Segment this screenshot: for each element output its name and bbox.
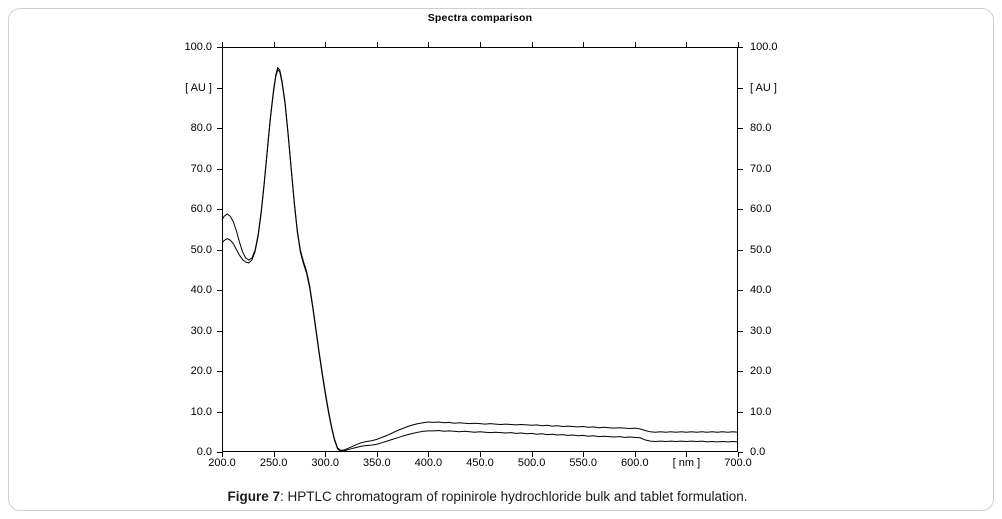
y-tick-label-left: 80.0 [190, 122, 212, 134]
x-tick [738, 42, 739, 47]
x-tick [222, 452, 223, 457]
curve-spectrum-bulk-upper [221, 66, 739, 451]
curve-spectrum-tablet-lower [221, 68, 739, 452]
y-tick [738, 371, 743, 372]
y-tick-label-right: 0.0 [750, 446, 766, 458]
y-tick [217, 371, 222, 372]
chart-title: Spectra comparison [427, 12, 533, 24]
x-tick-label: 300.0 [311, 457, 339, 469]
x-tick [583, 452, 585, 457]
x-tick [273, 42, 275, 47]
x-tick [376, 452, 378, 457]
y-tick-label-left: 10.0 [190, 405, 212, 418]
plot-area [222, 47, 738, 452]
y-tick-label-right: 60.0 [750, 203, 772, 215]
figure-caption: Figure 7: HPTLC chromatogram of ropiniro… [0, 489, 975, 504]
x-tick-label: [ nm ] [672, 457, 701, 469]
x-tick-label: 600.0 [621, 457, 649, 469]
x-tick [480, 452, 481, 457]
y-tick-label-left: [ AU ] [185, 81, 212, 94]
figure-caption-label: Figure 7 [227, 489, 281, 504]
x-tick [325, 42, 327, 47]
x-tick [634, 42, 636, 47]
x-tick-label: 450.0 [466, 457, 494, 469]
x-tick [583, 42, 585, 47]
y-tick [217, 87, 222, 89]
y-tick [217, 411, 222, 413]
y-tick-label-left: 40.0 [190, 284, 212, 296]
y-tick [217, 249, 222, 251]
x-tick [428, 42, 430, 47]
y-tick [217, 168, 222, 170]
y-tick-label-right: [ AU ] [750, 81, 777, 94]
x-tick-label: 550.0 [569, 457, 597, 469]
x-tick [273, 452, 275, 457]
y-tick [217, 290, 222, 291]
y-tick-label-right: 20.0 [750, 365, 772, 377]
y-tick [217, 209, 222, 210]
y-tick-label-left: 50.0 [190, 243, 212, 256]
x-tick [376, 42, 378, 47]
x-tick [686, 42, 688, 47]
y-tick-label-left: 100.0 [184, 41, 212, 53]
x-tick [634, 452, 636, 457]
x-tick [686, 452, 688, 457]
y-tick-label-right: 30.0 [750, 324, 772, 337]
y-tick [738, 209, 743, 210]
y-tick-label-right: 80.0 [750, 122, 772, 134]
y-tick [738, 168, 743, 170]
x-tick [428, 452, 430, 457]
y-tick [738, 330, 743, 332]
x-tick-label: 500.0 [517, 457, 546, 469]
y-tick [217, 452, 222, 453]
y-tick-label-right: 10.0 [750, 405, 772, 418]
y-tick [217, 47, 222, 48]
x-tick [222, 42, 223, 47]
x-tick [480, 42, 481, 47]
y-tick-label-right: 70.0 [750, 162, 772, 175]
x-tick [531, 42, 533, 47]
y-tick [738, 290, 743, 291]
x-tick-label: 250.0 [259, 457, 288, 469]
y-tick [738, 87, 743, 89]
y-tick [738, 128, 743, 129]
x-tick-label: 700.0 [724, 457, 752, 469]
y-tick [738, 411, 743, 413]
x-tick [738, 452, 739, 457]
y-tick-label-left: 0.0 [196, 446, 212, 458]
x-tick-label: 200.0 [208, 457, 236, 469]
y-tick-label-right: 50.0 [750, 243, 772, 256]
y-tick-label-left: 20.0 [190, 365, 212, 377]
y-tick-label-right: 100.0 [750, 41, 778, 53]
y-tick-label-right: 40.0 [750, 284, 772, 296]
x-tick-label: 350.0 [363, 457, 391, 469]
y-tick [217, 330, 222, 332]
x-tick [325, 452, 327, 457]
y-tick [738, 47, 743, 48]
y-tick-label-left: 70.0 [190, 162, 212, 175]
y-tick-label-left: 60.0 [190, 203, 212, 215]
x-tick-label: 400.0 [414, 457, 443, 469]
y-tick-label-left: 30.0 [190, 324, 212, 337]
x-tick [531, 452, 533, 457]
figure-caption-text: : HPTLC chromatogram of ropinirole hydro… [280, 489, 748, 504]
y-tick [738, 452, 743, 453]
y-tick [217, 128, 222, 129]
y-tick [738, 249, 743, 251]
